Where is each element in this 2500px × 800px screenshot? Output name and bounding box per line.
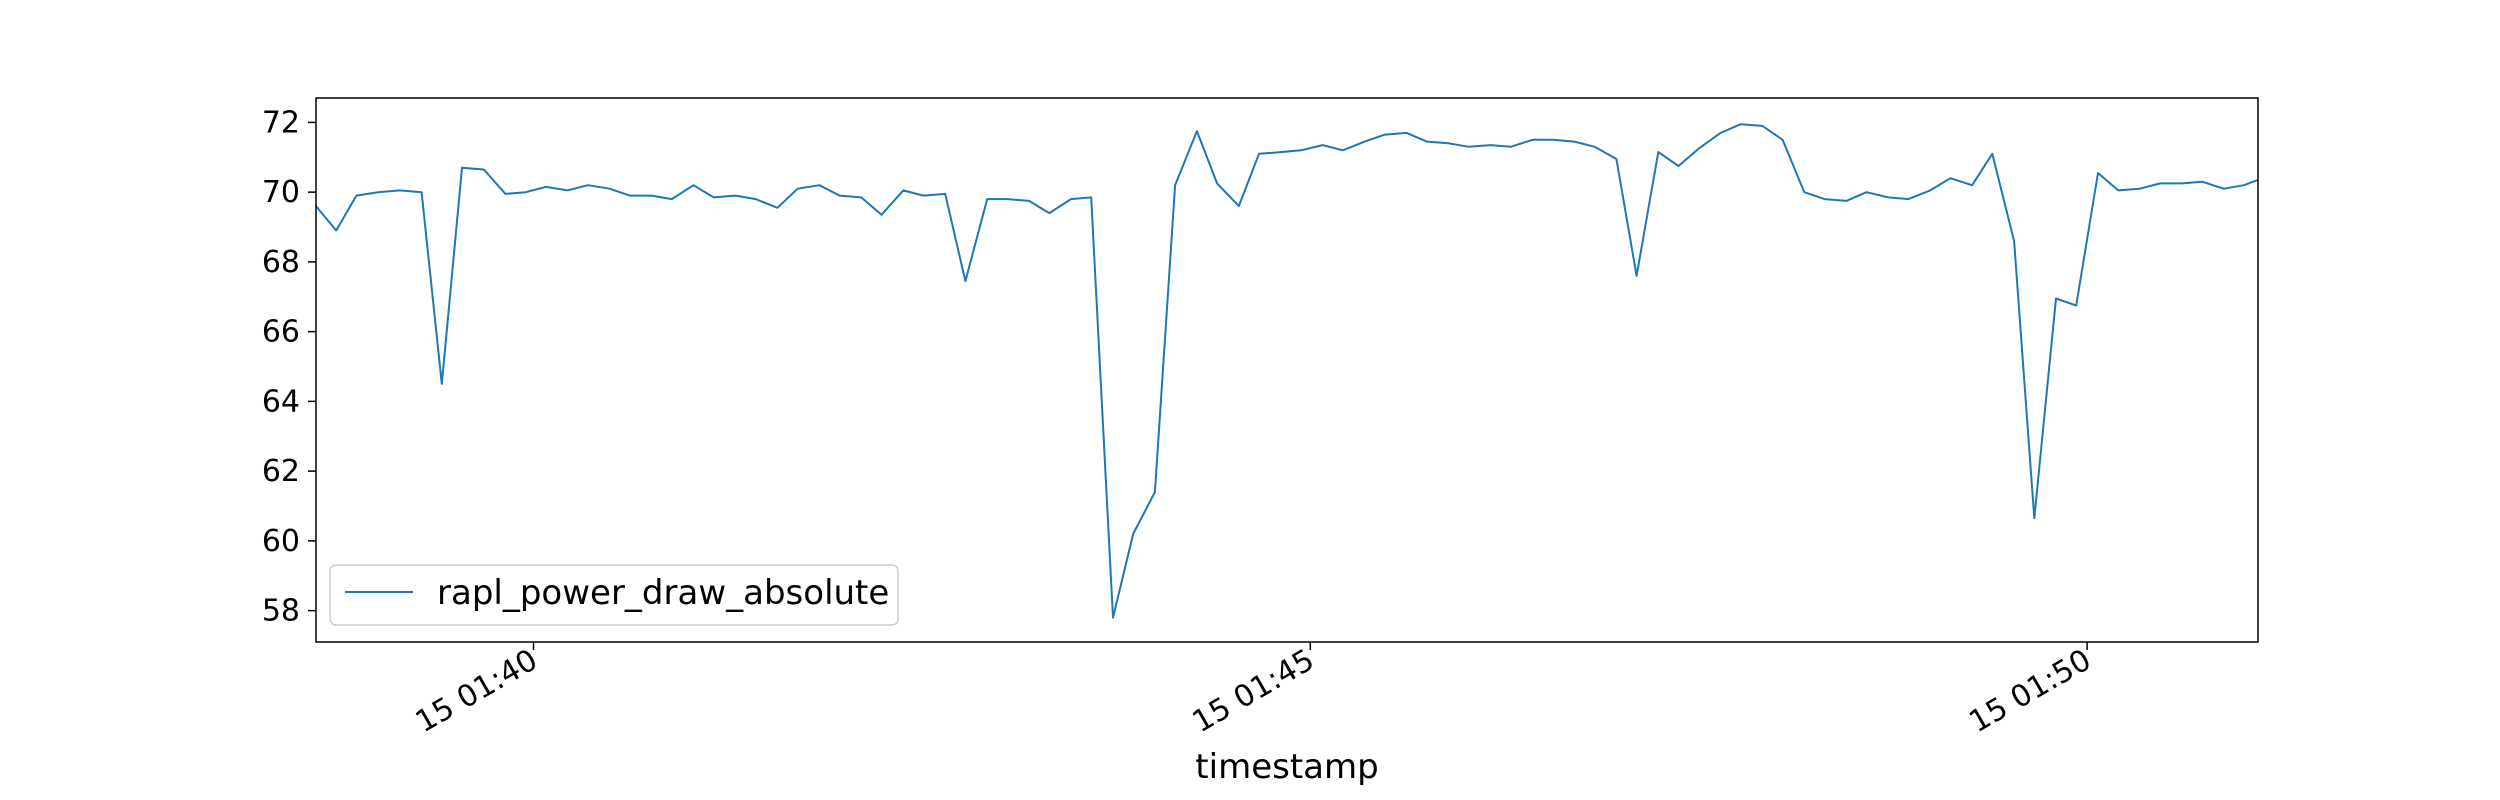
y-tick-label: 62: [262, 454, 300, 489]
y-tick-label: 58: [262, 594, 300, 629]
plot-frame: [315, 97, 2259, 643]
y-axis-ticks: 58 60 62 64 66 68 70 72: [262, 105, 316, 629]
x-axis-ticks: 15 01:40 15 01:45 15 01:50: [410, 642, 2097, 740]
x-axis-label: timestamp: [1195, 747, 1378, 787]
x-tick-label: 15 01:40: [410, 643, 544, 740]
series-line: [315, 123, 2259, 619]
x-tick-label: 15 01:50: [1963, 643, 2097, 740]
y-tick-label: 72: [262, 105, 300, 140]
y-tick-label: 60: [262, 524, 300, 559]
legend-entry-label: rapl_power_draw_absolute: [437, 573, 889, 613]
legend: rapl_power_draw_absolute: [329, 564, 899, 626]
x-tick-label: 15 01:45: [1187, 643, 1321, 740]
series-layer: [315, 123, 2259, 619]
y-tick-label: 68: [262, 245, 300, 280]
legend-box: [329, 564, 899, 626]
y-tick-label: 70: [262, 175, 300, 210]
y-tick-label: 66: [262, 315, 300, 350]
y-tick-label: 64: [262, 384, 300, 419]
